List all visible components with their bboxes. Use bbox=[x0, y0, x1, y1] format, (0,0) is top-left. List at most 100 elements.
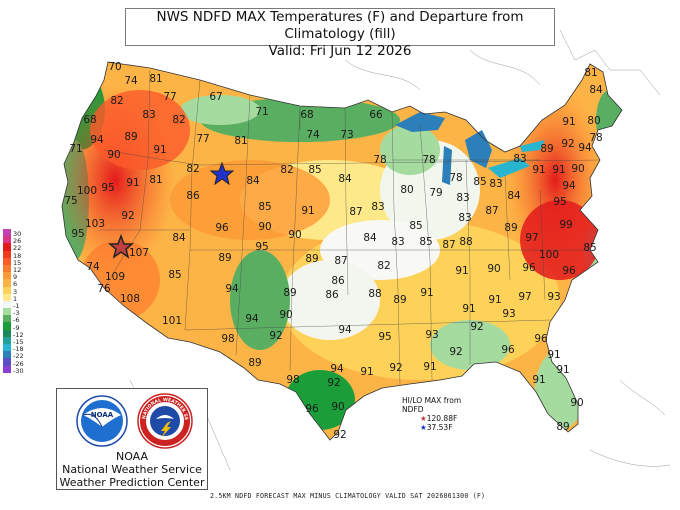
temperature-label: 94 bbox=[90, 134, 104, 146]
temperature-label: 90 bbox=[487, 263, 500, 275]
temperature-label: 88 bbox=[368, 288, 381, 300]
colorbar-label: 22 bbox=[13, 244, 22, 253]
temperature-label: 71 bbox=[69, 143, 82, 155]
temperature-label: 90 bbox=[331, 401, 344, 413]
temperature-label: 82 bbox=[172, 114, 185, 126]
temperature-label: 90 bbox=[288, 229, 301, 241]
temperature-label: 86 bbox=[331, 275, 345, 287]
colorbar-label: -15 bbox=[13, 338, 24, 346]
temperature-label: 80 bbox=[400, 184, 413, 196]
temperature-label: 87 bbox=[334, 255, 347, 267]
temperature-label: 67 bbox=[209, 91, 222, 103]
temperature-label: 74 bbox=[306, 129, 320, 141]
colorbar-swatch bbox=[3, 236, 11, 244]
temperature-label: 81 bbox=[234, 135, 247, 147]
temperature-label: 81 bbox=[149, 73, 162, 85]
colorbar-swatch bbox=[3, 229, 11, 237]
temperature-label: 85 bbox=[258, 201, 271, 213]
colorbar-swatch bbox=[3, 336, 11, 344]
temperature-label: 92 bbox=[561, 138, 574, 150]
temperature-label: 82 bbox=[377, 260, 390, 272]
temperature-label: 96 bbox=[562, 265, 576, 277]
colorbar-swatch bbox=[3, 293, 11, 301]
temperature-label: 74 bbox=[124, 75, 138, 87]
temperature-label: 68 bbox=[300, 109, 313, 121]
colorbar-swatch bbox=[3, 358, 11, 366]
temperature-label: 87 bbox=[485, 205, 498, 217]
hilo-hi-value: 120.88F bbox=[426, 414, 458, 423]
temperature-label: 85 bbox=[419, 236, 432, 248]
temperature-label: 91 bbox=[423, 361, 436, 373]
temperature-label: 94 bbox=[245, 313, 259, 325]
temperature-label: 95 bbox=[553, 196, 566, 208]
logo-line-wpc: Weather Prediction Center bbox=[59, 476, 205, 489]
colorbar-swatch bbox=[3, 250, 11, 258]
temperature-label: 94 bbox=[330, 363, 344, 375]
temperature-label: 91 bbox=[455, 265, 468, 277]
state-boundaries bbox=[100, 69, 601, 386]
colorbar-label: 3 bbox=[13, 287, 18, 296]
logo-line-noaa: NOAA bbox=[115, 450, 149, 463]
temperature-label: 86 bbox=[186, 190, 200, 202]
temperature-label: 108 bbox=[120, 293, 140, 305]
temperature-label: 92 bbox=[269, 330, 282, 342]
temperature-label: 92 bbox=[470, 321, 483, 333]
temperature-label: 90 bbox=[570, 397, 583, 409]
temperature-label: 85 bbox=[409, 220, 422, 232]
temperature-label: 89 bbox=[124, 131, 137, 143]
temperature-label: 83 bbox=[489, 178, 502, 190]
temperature-label: 82 bbox=[110, 95, 123, 107]
lo-max-star bbox=[209, 161, 235, 186]
temperature-label: 78 bbox=[422, 154, 435, 166]
temperature-label: 73 bbox=[340, 129, 353, 141]
hilo-title: HI/LO MAX from NDFD bbox=[402, 396, 462, 414]
temperature-label: 87 bbox=[349, 206, 362, 218]
temperature-label: 76 bbox=[97, 283, 111, 295]
temperature-label: 96 bbox=[215, 222, 229, 234]
colorbar-swatch bbox=[3, 315, 11, 323]
colorbar-swatch bbox=[3, 257, 11, 265]
map-title-box: NWS NDFD MAX Temperatures (F) and Depart… bbox=[125, 8, 555, 59]
hilo-lo-row: ★37.53F bbox=[402, 423, 480, 432]
temperature-label: 93 bbox=[547, 291, 560, 303]
temperature-label: 85 bbox=[583, 242, 596, 254]
colorbar-label: -6 bbox=[13, 316, 20, 325]
temperature-label: 84 bbox=[589, 84, 603, 96]
temperature-label: 101 bbox=[162, 315, 182, 327]
colorbar-swatch bbox=[3, 322, 11, 330]
noaa-logo-icon: NOAA bbox=[76, 395, 128, 447]
temperature-label: 77 bbox=[196, 133, 209, 145]
temperature-label: 78 bbox=[449, 172, 462, 184]
temperature-label: 92 bbox=[327, 377, 340, 389]
temperature-label: 91 bbox=[556, 364, 569, 376]
colorbar-swatch bbox=[3, 344, 11, 352]
temperature-label: 89 bbox=[393, 294, 406, 306]
temperature-label: 94 bbox=[578, 142, 592, 154]
colorbar-label: -18 bbox=[13, 345, 24, 354]
temperature-label: 92 bbox=[389, 362, 402, 374]
temperature-label: 93 bbox=[502, 308, 515, 320]
temperature-label: 85 bbox=[308, 164, 321, 176]
hi-max-star bbox=[107, 233, 135, 259]
temperature-label: 89 bbox=[556, 421, 569, 433]
temperature-label: 84 bbox=[246, 175, 260, 187]
temperature-label: 83 bbox=[458, 212, 471, 224]
temperature-label: 93 bbox=[425, 329, 438, 341]
temperature-label: 78 bbox=[373, 154, 386, 166]
temperature-label: 109 bbox=[105, 271, 125, 283]
temperature-label: 92 bbox=[333, 429, 346, 441]
logo-line-nws: National Weather Service bbox=[62, 463, 202, 476]
map-footer: 2.5KM NDFD FORECAST MAX MINUS CLIMATOLOG… bbox=[210, 492, 486, 500]
temperature-label: 81 bbox=[149, 174, 162, 186]
noaa-logo-label: NOAA bbox=[91, 411, 114, 419]
temperature-label: 90 bbox=[258, 221, 271, 233]
temperature-label: 91 bbox=[547, 349, 560, 361]
colorbar-label: -3 bbox=[13, 309, 20, 318]
colorbar-label: 12 bbox=[13, 266, 22, 274]
temperature-label: 103 bbox=[85, 218, 105, 230]
hilo-hi-row: ★120.88F bbox=[402, 414, 480, 423]
temperature-label: 74 bbox=[86, 261, 100, 273]
temperature-label: 89 bbox=[504, 222, 517, 234]
colorbar-swatch bbox=[3, 286, 11, 294]
temperature-label: 70 bbox=[108, 61, 121, 73]
